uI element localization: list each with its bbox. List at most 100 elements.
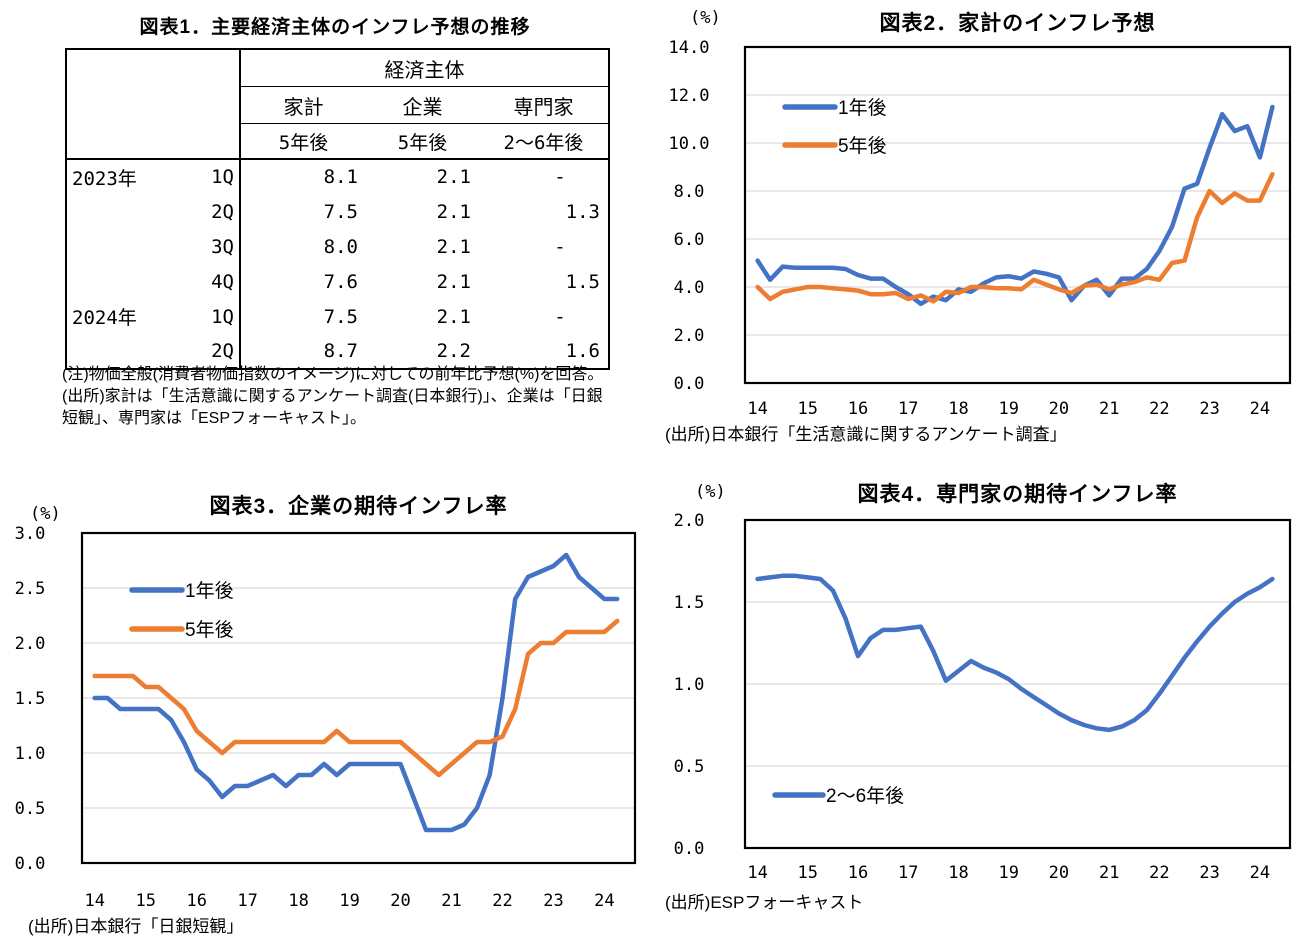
x-tick-label: 18: [948, 399, 968, 419]
x-tick-label: 15: [135, 891, 155, 911]
x-tick-label: 15: [798, 399, 818, 419]
x-tick-label: 14: [747, 399, 767, 419]
row-year: [66, 264, 175, 299]
x-tick-label: 19: [339, 891, 359, 911]
figure4-title: 図表4．専門家の期待インフレ率: [857, 483, 1178, 506]
series-line-0: [755, 104, 1275, 307]
table-col-header-household: 家計: [240, 86, 366, 124]
cell-household: 8.7: [323, 340, 358, 362]
figure1-panel: 図表1．主要経済主体のインフレ予想の推移 経済主体 家計 企業 専門家 5年後 …: [0, 0, 655, 478]
figure2-unit-label: (%): [690, 8, 721, 28]
row-year: 2023年: [72, 167, 137, 190]
x-tick-label: 15: [798, 863, 818, 883]
table-col-header-firms: 企業: [366, 86, 479, 124]
row-year: 2024年: [72, 307, 137, 329]
figure2-source: (出所)日本銀行「生活意識に関するアンケート調査」: [665, 425, 1067, 444]
figure4-chart-svg: 0.0 0.5 1.0 1.5 2.0 14 15 16 17 18 19 20 21 22 23 24 2〜6…: [674, 511, 1292, 883]
table-row: 2023年 1Q 8.1 2.1 -: [66, 159, 609, 194]
row-year: [66, 194, 175, 229]
legend-label-0: 2〜6年後: [826, 785, 904, 807]
x-tick-label: 14: [747, 863, 767, 883]
cell-household: 8.0: [323, 235, 358, 258]
y-tick-label: 2.0: [674, 326, 705, 346]
y-tick-label: 2.5: [15, 579, 46, 599]
x-tick-label: 16: [186, 891, 206, 911]
y-tick-label: 3.0: [15, 524, 46, 544]
y-tick-label: 12.0: [669, 86, 710, 106]
x-tick-label: 17: [898, 399, 918, 419]
series-line-1: [92, 618, 620, 778]
y-tick-label: 2.0: [674, 511, 705, 531]
x-tick-label: 18: [948, 863, 968, 883]
cell-household: 8.1: [323, 166, 358, 188]
x-tick-label: 21: [1099, 863, 1119, 883]
row-quarter: 1Q: [175, 159, 241, 194]
figure4-unit-label: (%): [695, 482, 726, 502]
x-tick-label: 16: [848, 399, 868, 419]
x-tick-label: 21: [1099, 399, 1119, 419]
cell-firms: 2.2: [436, 340, 471, 362]
cell-firms: 2.1: [436, 200, 471, 223]
x-tick-label: 22: [492, 891, 512, 911]
figure2-chart-svg: 0.0 2.0 4.0 6.0 8.0 10.0 12.0 14.0 14 15 16 17 18 19 2…: [669, 38, 1292, 419]
cell-experts: 1.6: [565, 340, 600, 362]
y-tick-label: 2.0: [15, 634, 46, 654]
row-quarter: 2Q: [175, 334, 241, 369]
plot-border: [743, 45, 1292, 385]
cell-experts: -: [554, 166, 600, 188]
x-tick-label: 21: [441, 891, 461, 911]
row-quarter: 1Q: [175, 299, 241, 334]
figure3-chart-svg: 0.0 0.5 1.0 1.5 2.0 2.5 3.0 14 15 16 17 18 19 20 21 22 2…: [15, 524, 637, 911]
cell-experts: -: [554, 235, 600, 258]
y-tick-label: 0.5: [15, 799, 46, 819]
plot-border: [80, 531, 637, 865]
cell-firms: 2.1: [436, 270, 471, 293]
row-year: [66, 229, 175, 264]
x-tick-label: 14: [84, 891, 104, 911]
figure3-panel: (%) 図表3．企業の期待インフレ率 0.0 0.5 1.0 1.5 2.0 2.5 3.0…: [0, 480, 655, 936]
series-line-1: [755, 171, 1275, 304]
table-row: 2Q 7.5 2.1 1.3: [66, 194, 609, 229]
x-tick-label: 19: [998, 863, 1018, 883]
row-quarter: 2Q: [175, 194, 241, 229]
x-tick-label: 22: [1149, 399, 1169, 419]
cell-experts: 1.5: [565, 270, 600, 293]
figure2-title: 図表2．家計のインフレ予想: [879, 12, 1156, 35]
legend-label-0: 1年後: [838, 97, 887, 119]
x-tick-label: 24: [1250, 399, 1270, 419]
y-tick-label: 0.5: [674, 757, 705, 777]
cell-firms: 2.1: [436, 166, 471, 188]
x-tick-label: 19: [998, 399, 1018, 419]
x-tick-label: 23: [1199, 863, 1219, 883]
figure1-table: 経済主体 家計 企業 専門家 5年後 5年後 2〜6年後 2023年 1Q 8.…: [65, 48, 610, 370]
table-corner-cell: [66, 49, 241, 160]
cell-firms: 2.1: [436, 305, 471, 328]
x-tick-label: 22: [1149, 863, 1169, 883]
y-tick-label: 1.0: [15, 744, 46, 764]
x-tick-label: 17: [898, 863, 918, 883]
x-tick-label: 20: [390, 891, 410, 911]
x-tick-label: 20: [1049, 863, 1069, 883]
x-tick-label: 23: [1199, 399, 1219, 419]
figure1-note: (注)物価全般(消費者物価指数のイメージ)に対しての前年比予想(%)を回答。: [62, 366, 604, 383]
table-group-header: 経済主体: [240, 49, 609, 87]
cell-household: 7.5: [323, 305, 358, 328]
figure1-notes: (注)物価全般(消費者物価指数のイメージ)に対しての前年比予想(%)を回答。 (…: [62, 364, 614, 430]
table-row: 2024年 1Q 7.5 2.1 -: [66, 299, 609, 334]
table-row: 3Q 8.0 2.1 -: [66, 229, 609, 264]
figure4-source: (出所)ESPフォーキャスト: [665, 893, 864, 912]
cell-firms: 2.1: [436, 235, 471, 258]
table-row: 4Q 7.6 2.1 1.5: [66, 264, 609, 299]
y-tick-label: 0.0: [674, 839, 705, 859]
x-tick-label: 20: [1049, 399, 1069, 419]
figure1-source: (出所)家計は「生活意識に関するアンケート調査(日本銀行)」、企業は「日銀短観」…: [62, 388, 603, 428]
series-line-0: [92, 552, 620, 833]
x-tick-label: 24: [594, 891, 614, 911]
y-tick-label: 1.0: [674, 675, 705, 695]
y-tick-label: 0.0: [15, 854, 46, 874]
plot-border: [743, 518, 1292, 850]
x-tick-label: 18: [288, 891, 308, 911]
figure2-panel: (%) 図表2．家計のインフレ予想 0.0 2.0 4.0 6.0 8.0 10.0 12.…: [660, 0, 1306, 465]
y-tick-label: 8.0: [674, 182, 705, 202]
